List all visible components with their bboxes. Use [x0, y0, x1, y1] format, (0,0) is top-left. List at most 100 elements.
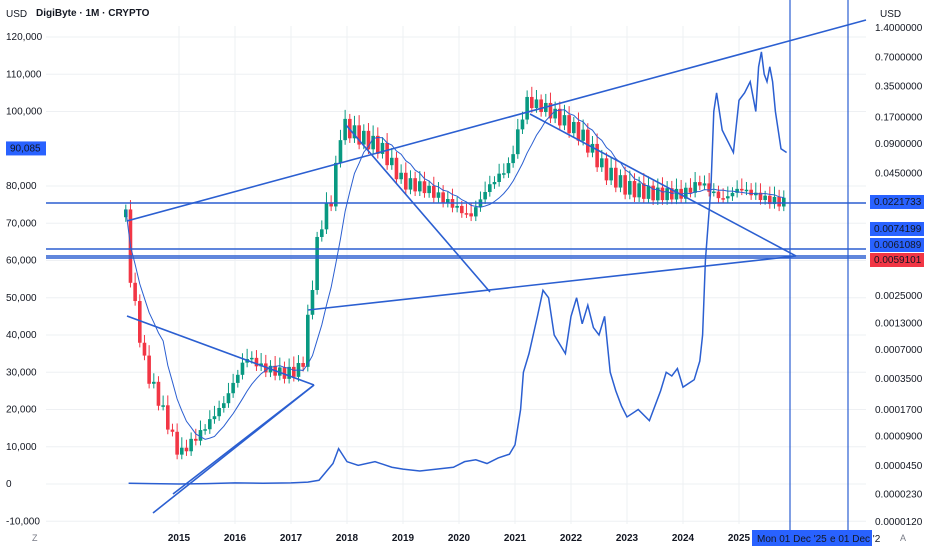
candle-body: [170, 429, 175, 432]
right-badge: [870, 222, 924, 236]
horizontal-levels: 0.0221733 0.0074199 0.0061089 0.0059101 90,0…: [6, 141, 924, 267]
candle-body: [534, 99, 539, 109]
series-line-0: [128, 51, 788, 485]
candle-body: [189, 438, 193, 452]
right-badge-label: 0.0059101: [874, 255, 922, 266]
candle-body: [768, 195, 772, 205]
candle-body: [324, 202, 329, 230]
corner-right-icon[interactable]: A: [900, 533, 906, 543]
candle-body: [749, 189, 753, 196]
left-tick-label: 120,000: [6, 32, 43, 43]
trendline-1: [172, 384, 315, 495]
candle-body: [758, 192, 763, 201]
candle-body: [693, 182, 697, 193]
candle-body: [222, 403, 226, 408]
candle-body: [595, 143, 599, 168]
candle-body: [385, 142, 389, 166]
candle-body: [483, 192, 487, 200]
candle-body: [548, 102, 553, 119]
candle-body: [702, 183, 707, 186]
candle-body: [156, 381, 161, 406]
right-tick-label: 0.7000000: [875, 52, 923, 63]
candle-body: [254, 357, 259, 367]
candle-body: [175, 431, 179, 455]
candle-body: [362, 130, 366, 145]
candle-body: [371, 135, 375, 150]
candle-body: [142, 342, 147, 356]
vertical-cursors: Mon 01 Dec '25 e 01 Dec '2: [752, 0, 881, 546]
right-badge: [870, 238, 924, 252]
candle-body: [744, 189, 749, 192]
candle-body: [306, 314, 310, 367]
candle-body: [436, 192, 441, 198]
left-tick-label: 0: [6, 479, 12, 490]
candle-body: [180, 447, 184, 455]
candle-body: [656, 187, 660, 201]
left-axis-label: USD: [6, 9, 27, 20]
x-tick-label: 2017: [280, 533, 303, 544]
candle-body: [618, 175, 623, 188]
right-badge-label: 0.0061089: [874, 240, 922, 251]
candle-body: [721, 198, 725, 200]
candle-body: [688, 187, 693, 193]
left-tick-label: 40,000: [6, 330, 37, 341]
right-tick-label: 0.1700000: [875, 112, 923, 123]
candle-body: [539, 99, 543, 113]
candle-body: [511, 154, 515, 164]
x-tick-label: 2016: [224, 533, 247, 544]
right-tick-label: 0.3500000: [875, 82, 923, 93]
left-tick-label: 60,000: [6, 256, 37, 267]
candle-body: [553, 108, 557, 119]
candle-body: [418, 181, 422, 192]
right-tick-label: 0.0007000: [875, 345, 923, 356]
moving-average: [125, 109, 784, 440]
candle-body: [735, 188, 739, 193]
candle-body: [572, 121, 576, 134]
candle-body: [366, 130, 371, 150]
candle-body: [772, 196, 777, 205]
series-layer: [128, 51, 788, 485]
trendline-5: [307, 255, 797, 311]
candle-body: [441, 192, 445, 203]
candle-body: [357, 125, 361, 145]
candle-body: [590, 143, 595, 153]
right-axis-label: USD: [880, 9, 901, 20]
right-badge: [870, 195, 924, 209]
right-tick-label: 0.0001700: [875, 405, 923, 416]
candle-body: [520, 119, 525, 130]
candle-body: [609, 167, 613, 181]
candle-body: [380, 142, 385, 154]
candle-body: [287, 366, 291, 379]
candle-body: [432, 185, 436, 198]
candle-body: [282, 367, 287, 379]
x-tick-label: 2019: [392, 533, 415, 544]
time-badge-label: e 01 Dec '2: [830, 534, 881, 545]
candle-body: [632, 181, 637, 198]
candle-body: [460, 205, 464, 214]
candle-body: [315, 236, 319, 291]
candle-body: [166, 405, 170, 430]
candle-body: [184, 447, 189, 452]
candle-body: [525, 96, 529, 120]
candle-body: [637, 183, 641, 198]
candle-body: [208, 419, 212, 430]
candle-body: [777, 196, 781, 207]
corner-left-icon[interactable]: Z: [32, 533, 38, 543]
candle-body: [427, 185, 431, 194]
candle-body: [502, 173, 506, 175]
candle-body: [586, 129, 590, 153]
candle-body: [422, 181, 427, 194]
x-tick-label: 2021: [504, 533, 527, 544]
candle-body: [352, 125, 357, 139]
right-badge-label: 0.0074199: [874, 224, 922, 235]
right-badge: [870, 253, 924, 267]
right-tick-label: 0.0450000: [875, 169, 923, 180]
trendlines: [126, 19, 867, 514]
candle-body: [231, 382, 235, 394]
candle-body: [226, 393, 231, 404]
candle-body: [707, 183, 711, 192]
candle-body: [614, 167, 618, 188]
candle-body: [133, 282, 137, 302]
candle-body: [474, 207, 478, 217]
